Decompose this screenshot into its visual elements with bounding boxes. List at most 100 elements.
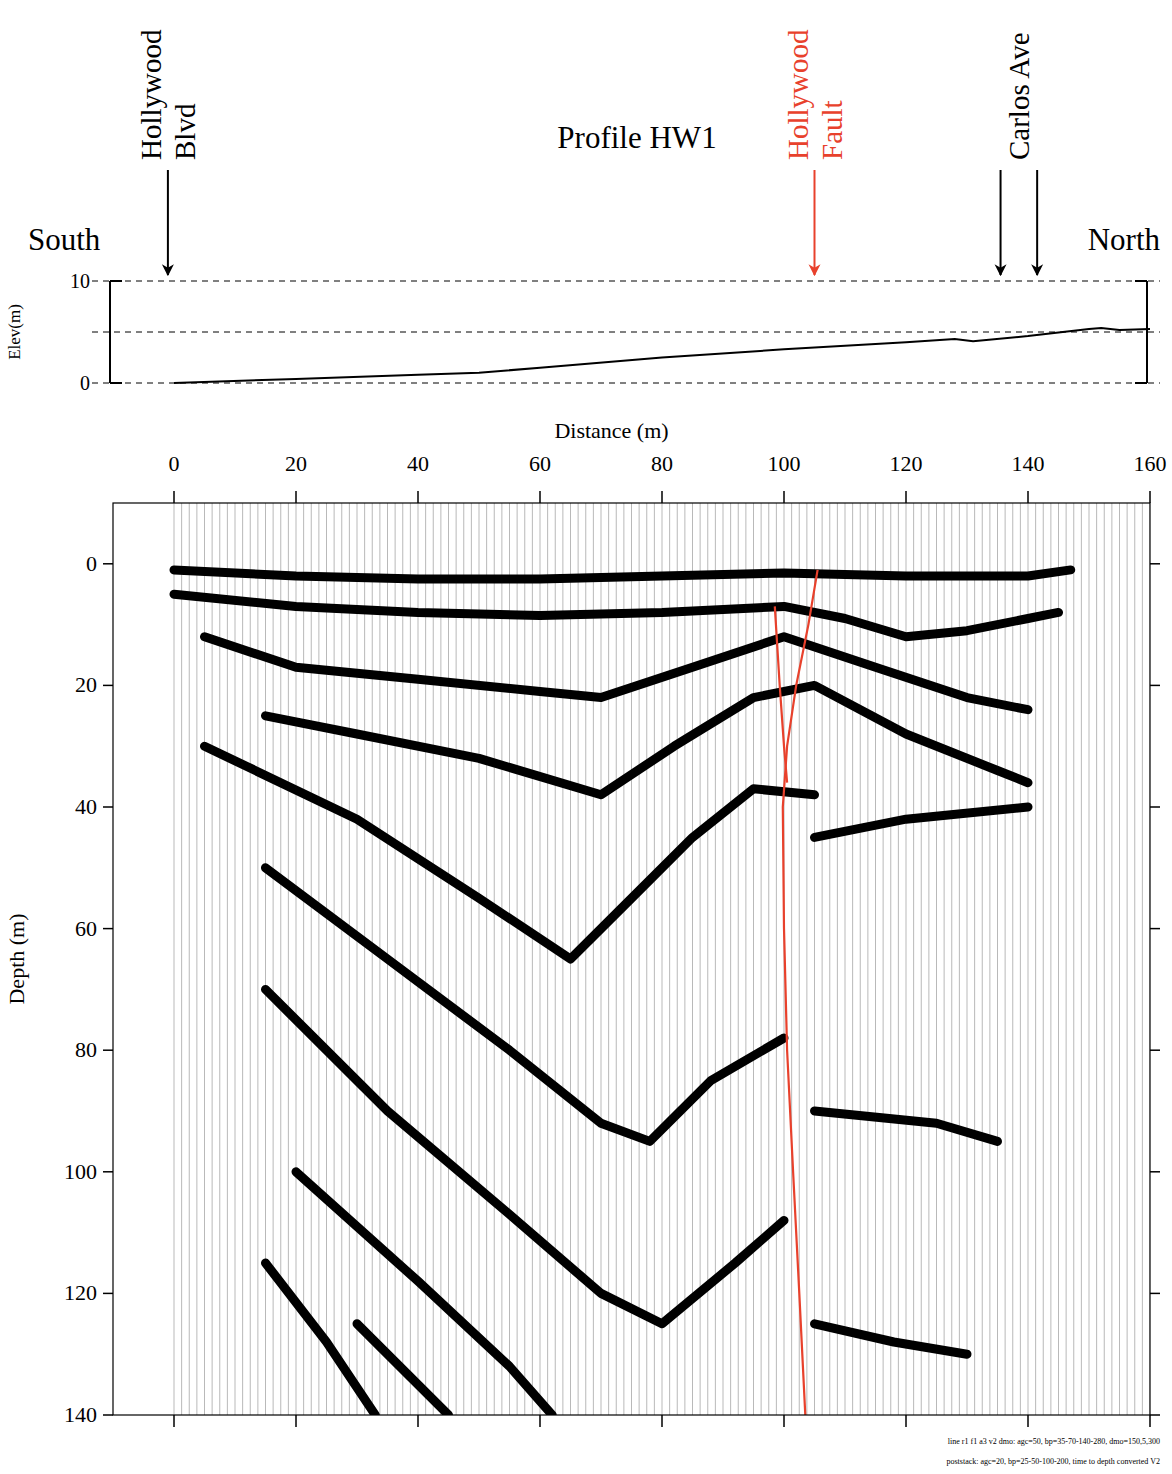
- trace: [883, 503, 884, 1415]
- trace: [265, 503, 266, 1415]
- reflector: [205, 637, 1029, 710]
- title: Profile HW1: [557, 120, 716, 155]
- tick: [1149, 491, 1151, 503]
- tick: [783, 491, 785, 503]
- tick: [417, 1415, 419, 1427]
- trace: [364, 503, 365, 1415]
- fault-line: [775, 606, 787, 782]
- trace: [257, 503, 258, 1415]
- trace: [951, 503, 952, 1415]
- trace: [509, 503, 510, 1415]
- trace: [662, 503, 663, 1415]
- trace: [700, 503, 701, 1415]
- tick-label: 160: [1134, 451, 1167, 476]
- tick: [173, 1415, 175, 1427]
- grid-line: [92, 281, 1160, 282]
- tick: [1150, 685, 1160, 687]
- trace: [1028, 503, 1029, 1415]
- trace: [1020, 503, 1021, 1415]
- annotation: Blvd: [169, 103, 201, 160]
- trace: [654, 503, 655, 1415]
- trace: [189, 503, 190, 1415]
- trace: [936, 503, 937, 1415]
- trace: [814, 503, 815, 1415]
- tick: [103, 1293, 113, 1295]
- trace: [837, 503, 838, 1415]
- annotation-arrow: [814, 170, 816, 275]
- trace: [1142, 503, 1143, 1415]
- trace: [479, 503, 480, 1415]
- trace: [1050, 503, 1051, 1415]
- trace: [372, 503, 373, 1415]
- direction-label: South: [28, 222, 101, 257]
- footnote: line r1 f1 a3 v2 dmo: agc=50, bp=35-70-1…: [948, 1437, 1160, 1446]
- tick-label: 10: [70, 270, 90, 292]
- trace: [967, 503, 968, 1415]
- tick-label: 60: [529, 451, 551, 476]
- tick: [1150, 1171, 1160, 1173]
- tick-label: 140: [1012, 451, 1045, 476]
- annotation-arrow: [167, 170, 169, 275]
- reflector: [266, 989, 785, 1323]
- trace: [1111, 503, 1112, 1415]
- figure: Profile HW1SouthNorth010Elev(m)Hollywood…: [0, 0, 1172, 1474]
- grid-line: [92, 332, 1160, 333]
- tick: [103, 685, 113, 687]
- tick-label: 100: [768, 451, 801, 476]
- trace: [845, 503, 846, 1415]
- trace: [181, 503, 182, 1415]
- tick: [103, 1171, 113, 1173]
- tick: [1135, 382, 1147, 384]
- elevation-profile: [174, 328, 1150, 383]
- trace: [631, 503, 632, 1415]
- tick: [661, 1415, 663, 1427]
- trace: [448, 503, 449, 1415]
- trace: [235, 503, 236, 1415]
- trace: [852, 503, 853, 1415]
- tick: [1027, 1415, 1029, 1427]
- tick: [103, 928, 113, 930]
- trace: [296, 503, 297, 1415]
- trace: [311, 503, 312, 1415]
- trace: [1127, 503, 1128, 1415]
- reflector: [296, 1172, 552, 1415]
- annotation-arrow: [1000, 170, 1002, 275]
- trace: [547, 503, 548, 1415]
- axis-title: Distance (m): [554, 418, 668, 443]
- trace: [402, 503, 403, 1415]
- reflector: [174, 594, 1059, 637]
- tick: [295, 491, 297, 503]
- axis-line: [109, 281, 111, 383]
- tick: [1150, 563, 1160, 565]
- trace: [471, 503, 472, 1415]
- tick-label: 0: [80, 372, 90, 394]
- trace: [1081, 503, 1082, 1415]
- tick-label: 80: [651, 451, 673, 476]
- trace: [1119, 503, 1120, 1415]
- trace: [1066, 503, 1067, 1415]
- annotation: Carlos Ave: [1003, 32, 1035, 160]
- reflector: [174, 570, 1071, 579]
- reflector: [815, 1324, 968, 1354]
- trace: [1096, 503, 1097, 1415]
- tick-label: 140: [64, 1402, 97, 1427]
- footnote: poststack: agc=20, bp=25-50-100-200, tim…: [947, 1457, 1161, 1466]
- trace: [326, 503, 327, 1415]
- tick: [1150, 928, 1160, 930]
- tick: [1149, 1415, 1151, 1427]
- section: [174, 503, 1150, 1415]
- trace: [753, 503, 754, 1415]
- reflector: [205, 746, 815, 959]
- trace: [341, 503, 342, 1415]
- trace: [540, 503, 541, 1415]
- trace: [303, 503, 304, 1415]
- trace: [494, 503, 495, 1415]
- trace: [829, 503, 830, 1415]
- fault-line: [783, 570, 818, 1415]
- trace: [1104, 503, 1105, 1415]
- trace: [707, 503, 708, 1415]
- tick: [1150, 1293, 1160, 1295]
- trace: [1043, 503, 1044, 1415]
- trace: [334, 503, 335, 1415]
- tick: [110, 280, 122, 282]
